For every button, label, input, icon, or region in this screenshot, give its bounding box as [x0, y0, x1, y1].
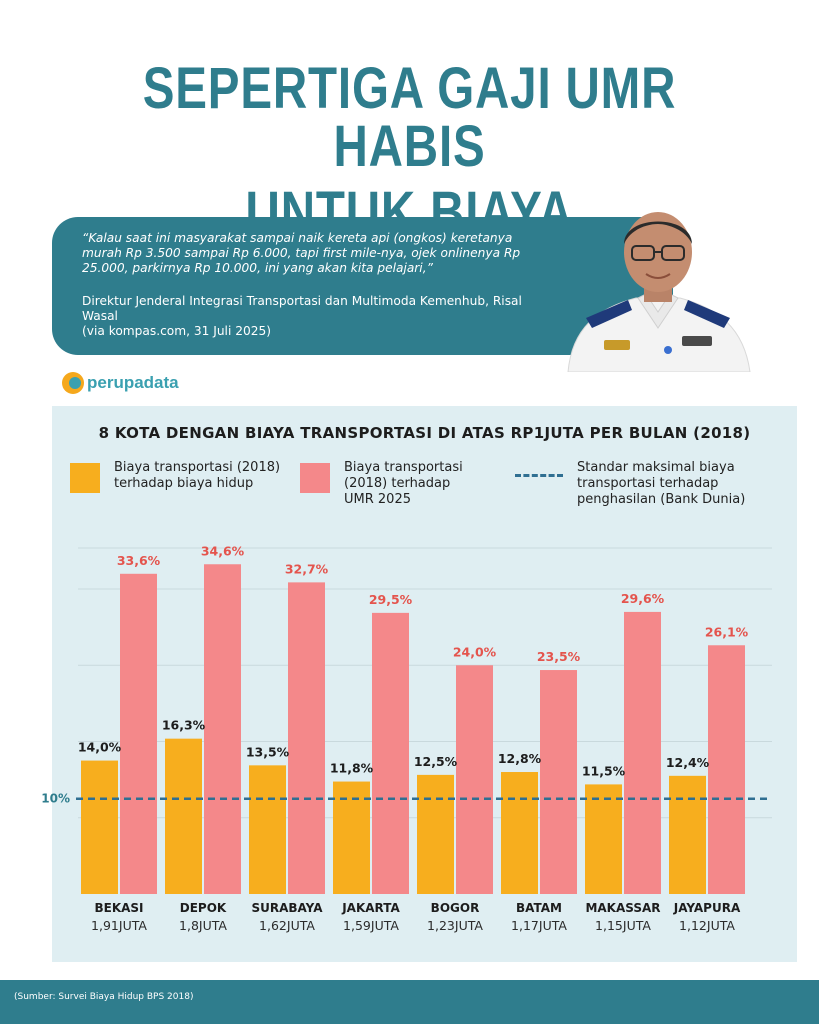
- bar-living-cost: [669, 775, 706, 894]
- category-sublabel: 1,59JUTA: [343, 918, 399, 933]
- category-sublabel: 1,17JUTA: [511, 918, 567, 933]
- bar-umr: [540, 670, 577, 894]
- chart-title: 8 KOTA DENGAN BIAYA TRANSPORTASI DI ATAS…: [98, 424, 751, 442]
- bar-umr: [456, 665, 493, 894]
- category-sublabel: 1,62JUTA: [259, 918, 315, 933]
- reference-line-label: 10%: [41, 792, 70, 806]
- category-label: MAKASSAR: [585, 901, 660, 915]
- legend-umr-line-1: Biaya transportasi: [344, 460, 463, 475]
- category-sublabel: 1,12JUTA: [679, 918, 735, 933]
- category-label: DEPOK: [180, 901, 227, 915]
- data-label-living-cost: 14,0%: [78, 740, 122, 755]
- data-label-living-cost: 12,8%: [498, 751, 542, 766]
- category-sublabel: 1,8JUTA: [179, 918, 227, 933]
- data-label-umr: 29,6%: [621, 591, 665, 606]
- bar-umr: [204, 564, 241, 894]
- legend-reference-line-3: penghasilan (Bank Dunia): [577, 492, 746, 507]
- category-label: SURABAYA: [251, 901, 323, 915]
- category-label: JAKARTA: [341, 901, 400, 915]
- data-label-umr: 34,6%: [201, 543, 245, 558]
- brand-name: perupadata: [87, 373, 179, 392]
- legend-living-cost-line-2: terhadap biaya hidup: [114, 476, 254, 491]
- category-label: BATAM: [516, 901, 562, 915]
- data-label-umr: 23,5%: [537, 649, 581, 664]
- legend-reference-line-1: Standar maksimal biaya: [577, 460, 735, 475]
- quote-attribution: Direktur Jenderal Integrasi Transportasi…: [82, 294, 552, 339]
- bar-living-cost: [249, 765, 286, 894]
- legend-reference-line-2: transportasi terhadap: [577, 476, 719, 491]
- brand: perupadata: [62, 372, 179, 394]
- data-label-umr: 29,5%: [369, 592, 413, 607]
- bar-umr: [288, 582, 325, 894]
- data-label-living-cost: 12,5%: [414, 754, 458, 769]
- data-label-umr: 26,1%: [705, 624, 749, 639]
- data-label-living-cost: 13,5%: [246, 744, 290, 759]
- legend-umr-line-3: UMR 2025: [344, 492, 411, 507]
- legend-label-living-cost: Biaya transportasi (2018) terhadap biaya…: [114, 460, 280, 492]
- bar-living-cost: [501, 772, 538, 894]
- legend-swatch-living-cost: [70, 463, 100, 493]
- legend-label-umr: Biaya transportasi (2018) terhadap UMR 2…: [344, 460, 463, 508]
- bar-living-cost: [585, 784, 622, 894]
- data-label-umr: 24,0%: [453, 644, 497, 659]
- headline-line-1: SEPERTIGA GAJI UMR HABIS: [142, 56, 677, 179]
- data-label-living-cost: 11,5%: [582, 763, 626, 778]
- bar-umr: [120, 573, 157, 894]
- bar-umr: [624, 611, 661, 894]
- legend-umr-line-2: (2018) terhadap: [344, 476, 451, 491]
- bar-umr: [708, 645, 745, 894]
- bar-umr: [372, 612, 409, 894]
- data-label-living-cost: 16,3%: [162, 718, 206, 733]
- category-label: BEKASI: [94, 901, 143, 915]
- category-label: BOGOR: [431, 901, 480, 915]
- category-sublabel: 1,91JUTA: [91, 918, 147, 933]
- legend-item-living-cost: Biaya transportasi (2018) terhadap biaya…: [70, 460, 280, 493]
- category-sublabel: 1,15JUTA: [595, 918, 651, 933]
- category-label: JAYAPURA: [673, 901, 741, 915]
- quote-text: “Kalau saat ini masyarakat sampai naik k…: [82, 231, 521, 275]
- legend-swatch-umr: [300, 463, 330, 493]
- quote-attribution-line-2: (via kompas.com, 31 Juli 2025): [82, 324, 271, 338]
- legend-living-cost-line-1: Biaya transportasi (2018): [114, 460, 281, 475]
- data-label-living-cost: 12,4%: [666, 755, 710, 770]
- footer: (Sumber: Survei Biaya Hidup BPS 2018): [0, 980, 819, 1024]
- data-label-umr: 32,7%: [285, 561, 329, 576]
- data-label-umr: 33,6%: [117, 553, 161, 568]
- legend-item-reference: Standar maksimal biaya transportasi terh…: [515, 460, 745, 508]
- bar-living-cost: [333, 781, 370, 894]
- legend-dash-reference: [515, 474, 563, 477]
- bar-living-cost: [165, 738, 202, 894]
- source-note: (Sumber: Survei Biaya Hidup BPS 2018): [14, 992, 194, 1002]
- bar-living-cost: [81, 760, 118, 894]
- official-portrait: [567, 212, 751, 372]
- category-sublabel: 1,23JUTA: [427, 918, 483, 933]
- legend-item-umr: Biaya transportasi (2018) terhadap UMR 2…: [300, 460, 463, 508]
- legend-label-reference: Standar maksimal biaya transportasi terh…: [577, 460, 745, 508]
- bar-living-cost: [417, 774, 454, 894]
- brand-logo-icon: [62, 372, 84, 394]
- quote-attribution-line-1: Direktur Jenderal Integrasi Transportasi…: [82, 294, 522, 323]
- data-label-living-cost: 11,8%: [330, 761, 374, 776]
